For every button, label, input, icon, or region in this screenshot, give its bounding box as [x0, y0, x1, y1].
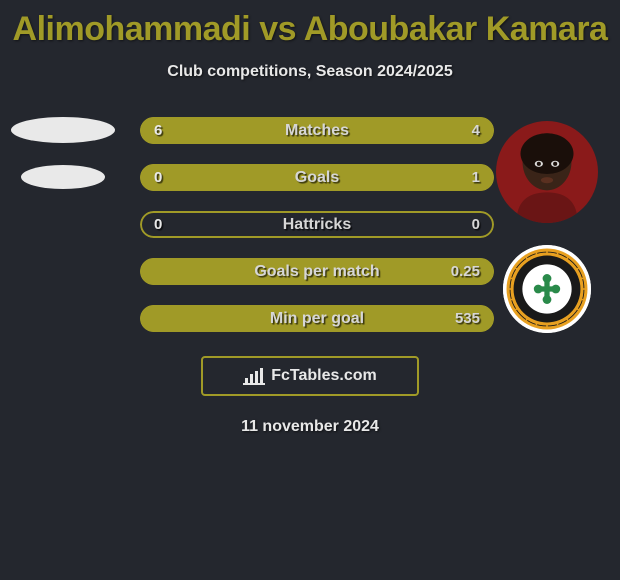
branding-text: FcTables.com — [271, 367, 377, 385]
comparison-panel: 6 Matches 4 0 Goals 1 0 Hattricks 0 Goal… — [0, 117, 620, 436]
player-left-photo-placeholder — [11, 117, 115, 143]
stat-right-value: 1 — [472, 169, 480, 186]
stat-label: Goals per match — [140, 263, 494, 281]
club-badge-icon — [503, 245, 591, 333]
stat-right-value: 0.25 — [451, 263, 480, 280]
stat-label: Min per goal — [140, 310, 494, 328]
stat-bar-goals: 0 Goals 1 — [140, 164, 494, 191]
stat-right-value: 4 — [472, 122, 480, 139]
stat-right-value: 0 — [472, 216, 480, 233]
stat-bars: 6 Matches 4 0 Goals 1 0 Hattricks 0 Goal… — [140, 117, 494, 332]
player-left-club-placeholder — [21, 165, 105, 189]
player-right-photo — [496, 121, 598, 223]
chart-icon — [243, 367, 265, 385]
stat-label: Goals — [140, 169, 494, 187]
page-title: Alimohammadi vs Aboubakar Kamara — [0, 0, 620, 49]
subtitle: Club competitions, Season 2024/2025 — [0, 63, 620, 81]
player-right-column — [492, 121, 602, 333]
stat-bar-matches: 6 Matches 4 — [140, 117, 494, 144]
stat-bar-goals-per-match: Goals per match 0.25 — [140, 258, 494, 285]
stat-bar-min-per-goal: Min per goal 535 — [140, 305, 494, 332]
player-left-column — [8, 117, 118, 189]
player-right-club-badge — [503, 245, 591, 333]
player-photo-icon — [496, 121, 598, 223]
branding-box: FcTables.com — [201, 356, 419, 396]
stat-label: Matches — [140, 122, 494, 140]
stat-label: Hattricks — [140, 216, 494, 234]
date-label: 11 november 2024 — [0, 418, 620, 436]
stat-right-value: 535 — [455, 310, 480, 327]
stat-bar-hattricks: 0 Hattricks 0 — [140, 211, 494, 238]
